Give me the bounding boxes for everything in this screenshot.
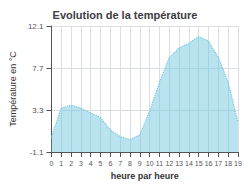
- svg-text:Température en °C: Température en °C: [8, 51, 18, 127]
- svg-text:9: 9: [138, 160, 142, 167]
- svg-text:10: 10: [146, 160, 154, 167]
- svg-text:4: 4: [89, 160, 93, 167]
- svg-text:8: 8: [128, 160, 132, 167]
- svg-text:19: 19: [234, 160, 242, 167]
- svg-text:Evolution de la température: Evolution de la température: [53, 9, 198, 21]
- svg-text:11: 11: [156, 160, 163, 167]
- svg-text:-1.1: -1.1: [30, 148, 44, 157]
- svg-text:7: 7: [118, 160, 122, 167]
- svg-text:3.3: 3.3: [32, 106, 44, 115]
- svg-text:1: 1: [59, 160, 63, 167]
- svg-text:17: 17: [214, 160, 222, 167]
- svg-text:2: 2: [69, 160, 73, 167]
- svg-text:16: 16: [205, 160, 213, 167]
- svg-text:0: 0: [50, 160, 54, 167]
- svg-text:7.7: 7.7: [32, 64, 44, 73]
- svg-text:6: 6: [108, 160, 112, 167]
- svg-text:13: 13: [175, 160, 183, 167]
- svg-text:12.1: 12.1: [28, 22, 44, 31]
- svg-text:3: 3: [79, 160, 83, 167]
- svg-text:15: 15: [195, 160, 203, 167]
- svg-text:18: 18: [224, 160, 232, 167]
- svg-text:heure par heure: heure par heure: [111, 171, 179, 181]
- svg-text:5: 5: [99, 160, 103, 167]
- svg-text:14: 14: [185, 160, 193, 167]
- svg-text:12: 12: [165, 160, 173, 167]
